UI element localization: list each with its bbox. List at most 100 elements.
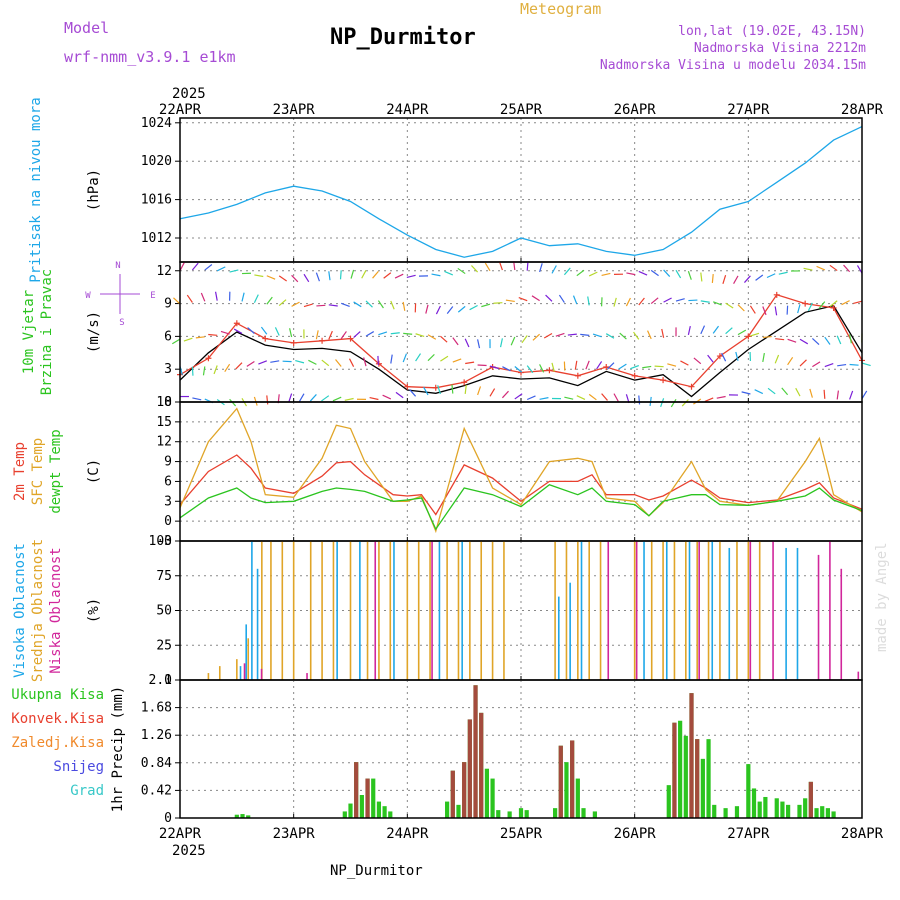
wind-barb [580, 333, 590, 336]
wind-barb [576, 269, 585, 277]
wind-barb [722, 275, 727, 284]
wind-barb [837, 363, 847, 367]
wind-barb [693, 357, 702, 365]
bar-Niska Oblacnost [772, 541, 774, 680]
wind-barb [704, 397, 714, 402]
wind-barb [754, 389, 764, 395]
wind-barb [383, 272, 392, 279]
bar-Srednja Oblacnost [321, 541, 323, 680]
bar-Visoka Oblacnost [393, 541, 395, 680]
gust-marker [290, 339, 297, 346]
wind-barb [654, 365, 664, 368]
wind-barb [725, 302, 734, 309]
wind-barb [829, 300, 838, 307]
wind-barb [861, 362, 871, 367]
bar-Konvek.Kisa [354, 762, 359, 818]
wind-barb [605, 333, 615, 339]
wind-barb [543, 332, 553, 339]
wind-barb [750, 332, 760, 337]
wind-barb [638, 297, 645, 306]
wind-barb [650, 297, 659, 305]
wind-barb [574, 360, 578, 370]
series-line [179, 483, 863, 531]
bar-Srednja Oblacnost [707, 541, 710, 680]
bar-Niska Oblacnost [607, 541, 610, 680]
y-axis-label: (m/s) [86, 311, 102, 353]
wind-barb [303, 303, 313, 308]
wind-barb [266, 395, 269, 405]
wind-barb [795, 387, 801, 397]
bar-Ukupna Kisa [678, 720, 683, 818]
page-title: NP_Durmitor [330, 25, 476, 50]
bar-Ukupna Kisa [683, 735, 688, 818]
wind-barb [289, 328, 293, 338]
year-top: 2025 [172, 86, 206, 102]
y-tick-label: 100 [149, 534, 172, 549]
x-tick-bottom-27APR: 27APR [727, 826, 770, 842]
wind-barb [298, 393, 305, 402]
wind-barb [849, 390, 854, 400]
wind-barb [390, 332, 400, 335]
compass-S: S [119, 318, 124, 328]
bar-Visoka Oblacnost [580, 541, 583, 680]
wind-barb [824, 362, 834, 368]
wind-barb [588, 271, 598, 277]
gust-marker [518, 369, 524, 376]
legend-label: Konvek.Kisa [11, 711, 104, 727]
wind-barb [725, 327, 733, 335]
lonlat-label: lon,lat (19.02E, 43.15N) [678, 24, 866, 39]
bar-Konvek.Kisa [689, 693, 694, 818]
bar-Srednja Oblacnost [292, 541, 295, 680]
series-line [179, 126, 863, 258]
wind-barb [291, 274, 299, 283]
wind-barb [712, 325, 720, 334]
y-tick-label: 1.68 [141, 701, 172, 716]
x-tick-bottom-25APR: 25APR [500, 826, 543, 842]
wind-barb [409, 389, 417, 397]
wind-barb [278, 275, 287, 282]
wind-barb [328, 330, 333, 340]
wind-barb [395, 391, 404, 399]
bar-Ukupna Kisa [666, 785, 671, 818]
wind-barb [415, 353, 422, 362]
bar-Srednja Oblacnost [554, 541, 556, 680]
wind-barb [173, 297, 181, 305]
wind-barb [457, 267, 466, 275]
bar-Visoka Oblacnost [569, 582, 571, 680]
wind-barb [625, 297, 631, 307]
wind-barb [446, 306, 454, 314]
wind-barb [402, 301, 406, 311]
wind-barb [510, 336, 516, 346]
y-tick-label: 1016 [141, 193, 172, 208]
wind-barb [716, 395, 726, 399]
wind-barb [186, 294, 193, 303]
bar-Ukupna Kisa [246, 815, 251, 818]
bar-Ukupna Kisa [564, 762, 569, 818]
wind-barb [254, 274, 264, 278]
bar-Srednja Oblacnost [599, 541, 602, 680]
bar-Ukupna Kisa [780, 801, 785, 818]
wind-barb [700, 325, 706, 335]
wind-barb [555, 332, 565, 337]
bar-Srednja Oblacnost [218, 666, 221, 680]
wind-barb [824, 336, 831, 345]
wind-barb [499, 338, 503, 348]
wind-barb [321, 359, 330, 367]
wind-barb [774, 306, 778, 316]
y-tick-label: -3 [156, 534, 172, 549]
y-tick-label: 2.1 [149, 673, 172, 688]
legend-label: Zaledj.Kisa [11, 735, 104, 751]
bar-Srednja Oblacnost [588, 541, 590, 680]
wind-barb [514, 393, 523, 400]
wind-barb [687, 270, 692, 280]
wind-barb [799, 359, 807, 367]
y-axis-label: (hPa) [86, 169, 102, 211]
wind-barb [735, 351, 739, 361]
compass-icon [100, 274, 140, 314]
wind-barb [607, 362, 615, 370]
compass-E: E [150, 291, 155, 301]
y-tick-label: 0 [164, 395, 172, 410]
gust-marker [773, 291, 780, 298]
wind-barb [171, 338, 181, 345]
wind-barb [328, 271, 331, 281]
